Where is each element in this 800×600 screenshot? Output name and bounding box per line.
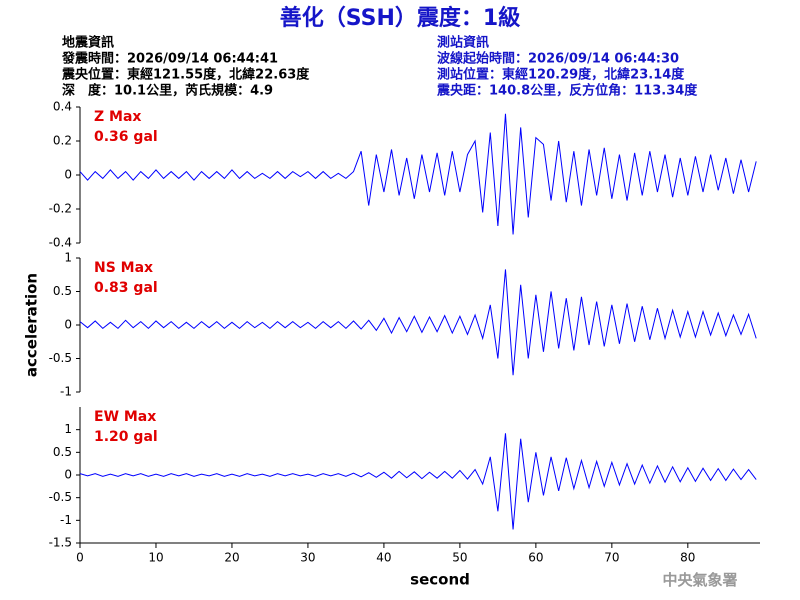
- annotation: 0.36 gal: [94, 129, 158, 145]
- y-tick-label: -0.4: [49, 236, 72, 250]
- waveform: [79, 269, 757, 376]
- info-line: 震央位置：東經121.55度，北緯22.63度: [61, 67, 310, 83]
- x-tick-label: 80: [680, 551, 695, 565]
- y-tick-label: 0.4: [53, 100, 72, 114]
- y-tick-label: -0.5: [49, 490, 72, 504]
- x-axis-label: second: [410, 571, 470, 589]
- x-tick-label: 50: [452, 551, 467, 565]
- y-tick-label: -1: [60, 513, 72, 527]
- waveform: [79, 433, 757, 530]
- y-tick-label: -0.5: [49, 351, 72, 365]
- y-tick-label: -0.2: [49, 202, 72, 216]
- station-line: 震央距：140.8公里，反方位角：113.34度: [436, 83, 698, 99]
- x-tick-label: 40: [376, 551, 391, 565]
- y-tick-label: 0: [64, 318, 72, 332]
- info-line: 發震時間：2026/09/14 06:44:41: [61, 51, 278, 67]
- x-tick-label: 30: [300, 551, 315, 565]
- station-line: 波線起始時間：2026/09/14 06:44:30: [437, 51, 679, 67]
- info-line: 深 度：10.1公里，芮氏規模：4.9: [62, 83, 273, 99]
- y-tick-label: 0.2: [53, 134, 72, 148]
- annotation: NS Max: [94, 260, 153, 276]
- waveform: [79, 113, 757, 235]
- y-tick-label: -1: [60, 385, 72, 399]
- x-tick-label: 0: [76, 551, 84, 565]
- x-tick-label: 10: [148, 551, 163, 565]
- info-line: 地震資訊: [62, 35, 114, 51]
- annotation: EW Max: [94, 409, 156, 425]
- x-tick-label: 70: [604, 551, 619, 565]
- x-tick-label: 20: [224, 551, 239, 565]
- annotation: Z Max: [94, 109, 141, 125]
- y-tick-label: 1: [64, 251, 72, 265]
- x-tick-label: 60: [528, 551, 543, 565]
- y-tick-label: 0: [64, 468, 72, 482]
- y-axis-label: acceleration: [23, 273, 41, 377]
- annotation: 0.83 gal: [94, 280, 158, 296]
- agency: 中央氣象署: [662, 571, 737, 589]
- y-tick-label: 0.5: [53, 284, 72, 298]
- y-tick-label: 0: [64, 168, 72, 182]
- y-tick-label: 1: [64, 422, 72, 436]
- annotation: 1.20 gal: [94, 429, 158, 445]
- station-line: 測站位置：東經120.29度，北緯23.14度: [437, 67, 685, 83]
- chart-title: 善化（SSH）震度：1級: [280, 5, 520, 31]
- y-tick-label: 0.5: [53, 445, 72, 459]
- station-line: 測站資訊: [437, 35, 489, 51]
- y-tick-label: -1.5: [49, 536, 72, 550]
